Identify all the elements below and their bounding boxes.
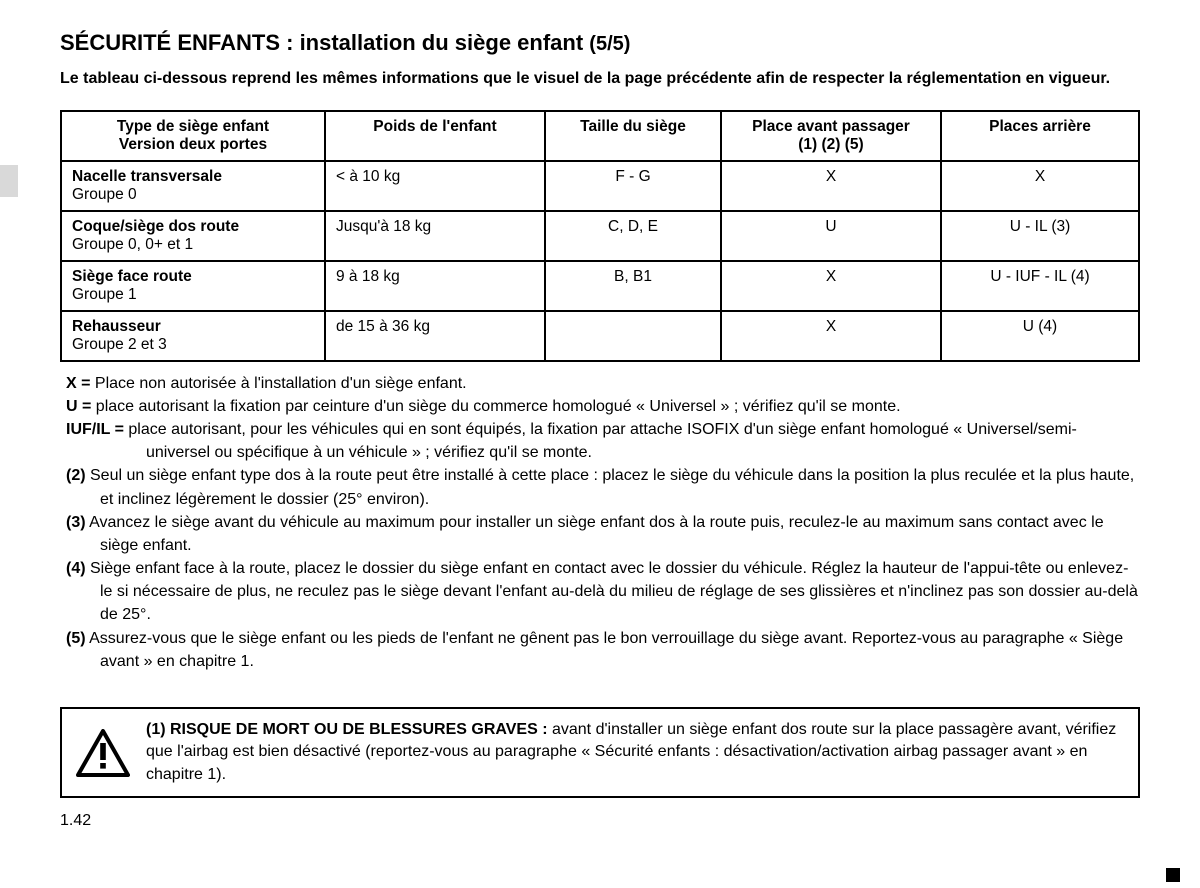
legend-note-3: (3) Avancez le siège avant du véhicule a…	[66, 511, 1140, 557]
table-row: Coque/siège dos routeGroupe 0, 0+ et 1 J…	[61, 211, 1139, 261]
legend-iuf: IUF/IL = place autorisant, pour les véhi…	[66, 418, 1140, 464]
cell-front: X	[721, 311, 941, 361]
header-seat-size: Taille du siège	[545, 111, 721, 161]
legend-x: X = Place non autorisée à l'installation…	[66, 372, 1140, 395]
cell-seat-type: Nacelle transversaleGroupe 0	[61, 161, 325, 211]
page-side-tab	[0, 165, 18, 197]
legend-note-4: (4) Siège enfant face à la route, placez…	[66, 557, 1140, 627]
warning-box: (1) RISQUE DE MORT OU DE BLESSURES GRAVE…	[60, 707, 1140, 798]
document-page: SÉCURITÉ ENFANTS : installation du siège…	[0, 0, 1200, 850]
cell-rear: U - IUF - IL (4)	[941, 261, 1139, 311]
page-number: 1.42	[60, 812, 1140, 830]
legend-block: X = Place non autorisée à l'installation…	[60, 372, 1140, 673]
table-row: RehausseurGroupe 2 et 3 de 15 à 36 kg X …	[61, 311, 1139, 361]
title-main: SÉCURITÉ ENFANTS : installation du siège…	[60, 30, 583, 55]
legend-note-2: (2) Seul un siège enfant type dos à la r…	[66, 464, 1140, 510]
child-seat-table: Type de siège enfant Version deux portes…	[60, 110, 1140, 362]
corner-mark	[1166, 868, 1180, 882]
page-title: SÉCURITÉ ENFANTS : installation du siège…	[60, 30, 1140, 56]
warning-text: (1) RISQUE DE MORT OU DE BLESSURES GRAVE…	[146, 719, 1124, 786]
title-page-indicator: (5/5)	[589, 33, 630, 55]
cell-weight: Jusqu'à 18 kg	[325, 211, 545, 261]
cell-size: F - G	[545, 161, 721, 211]
table-row: Nacelle transversaleGroupe 0 < à 10 kg F…	[61, 161, 1139, 211]
cell-rear: U - IL (3)	[941, 211, 1139, 261]
intro-text: Le tableau ci-dessous reprend les mêmes …	[60, 68, 1140, 90]
cell-front: X	[721, 161, 941, 211]
cell-front: X	[721, 261, 941, 311]
header-front-passenger: Place avant passager (1) (2) (5)	[721, 111, 941, 161]
cell-front: U	[721, 211, 941, 261]
cell-weight: < à 10 kg	[325, 161, 545, 211]
cell-rear: X	[941, 161, 1139, 211]
cell-size: B, B1	[545, 261, 721, 311]
cell-seat-type: RehausseurGroupe 2 et 3	[61, 311, 325, 361]
header-seat-type: Type de siège enfant Version deux portes	[61, 111, 325, 161]
table-header-row: Type de siège enfant Version deux portes…	[61, 111, 1139, 161]
cell-rear: U (4)	[941, 311, 1139, 361]
cell-seat-type: Coque/siège dos routeGroupe 0, 0+ et 1	[61, 211, 325, 261]
legend-note-5: (5) Assurez-vous que le siège enfant ou …	[66, 627, 1140, 673]
cell-size: C, D, E	[545, 211, 721, 261]
cell-size	[545, 311, 721, 361]
table-row: Siège face routeGroupe 1 9 à 18 kg B, B1…	[61, 261, 1139, 311]
cell-weight: 9 à 18 kg	[325, 261, 545, 311]
cell-weight: de 15 à 36 kg	[325, 311, 545, 361]
header-rear-seats: Places arrière	[941, 111, 1139, 161]
legend-u: U = place autorisant la fixation par cei…	[66, 395, 1140, 418]
cell-seat-type: Siège face routeGroupe 1	[61, 261, 325, 311]
warning-triangle-icon	[76, 729, 130, 777]
header-weight: Poids de l'enfant	[325, 111, 545, 161]
